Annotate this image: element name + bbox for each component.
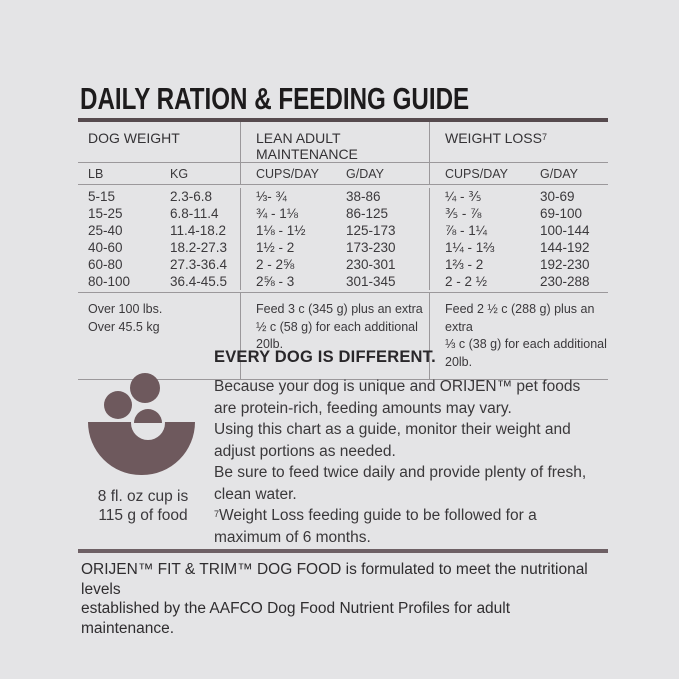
cell-over-kg: Over 45.5 kg xyxy=(88,319,160,334)
table-row: 80-100 36.4-45.5 2⅝ - 3 301-345 2 - 2 ½ 230… xyxy=(78,273,608,290)
feeding-table: DOG WEIGHT LEAN ADULT MAINTENANCE WEIGHT… xyxy=(78,118,608,380)
cell-la-g: 38-86 xyxy=(346,189,381,204)
cell-kg: 27.3-36.4 xyxy=(170,257,228,272)
cup-caption-line-2: 115 g of food xyxy=(98,507,188,524)
cell-lb: 60-80 xyxy=(88,257,123,272)
footnote-marker: 7 xyxy=(541,132,547,142)
column-group-weight-loss: WEIGHT LOSS7 xyxy=(430,122,608,162)
table-row: 60-80 27.3-36.4 2 - 2⅝ 230-301 1⅔ - 2 192-2… xyxy=(78,256,608,273)
table-row: 15-25 6.8-11.4 ¾ - 1⅛ 86-125 ⅗ - ⅞ 69-100 xyxy=(78,205,608,222)
cell-kg: 2.3-6.8 xyxy=(170,189,213,204)
cell-la-cups: 2 - 2⅝ xyxy=(256,257,295,272)
table-group-header-row: DOG WEIGHT LEAN ADULT MAINTENANCE WEIGHT… xyxy=(78,122,608,163)
cell-la-g: 301-345 xyxy=(346,274,396,289)
table-over-100-row: Over 100 lbs. Over 45.5 kg Feed 3 c (345 … xyxy=(78,293,608,380)
cell-lb: 5-15 xyxy=(88,189,116,204)
measuring-cup-icon xyxy=(88,373,195,475)
table-data-rows: 5-15 2.3-6.8 ⅓- ¾ 38-86 ¼ - ⅗ 30-69 15-25 6.… xyxy=(78,185,608,293)
aafco-statement: ORIJEN™ FIT & TRIM™ DOG FOOD is formulat… xyxy=(81,560,605,638)
over-loss-line-2: ⅓ c (38 g) for each additional 20lb. xyxy=(445,337,607,369)
info-line: Using this chart as a guide, monitor the… xyxy=(214,421,571,438)
table-subheader-row: LB KG CUPS/DAY G/DAY CUPS/DAY G/DAY xyxy=(78,163,608,185)
cell-wl-g: 69-100 xyxy=(540,206,583,221)
cell-wl-cups: 1¼ - 1⅔ xyxy=(445,240,495,255)
over-lean-line-1: Feed 3 c (345 g) plus an extra xyxy=(256,302,423,316)
group-label: WEIGHT LOSS xyxy=(445,130,542,146)
kibble-circle-icon xyxy=(104,391,132,419)
cell-lb: 15-25 xyxy=(88,206,123,221)
cell-la-g: 173-230 xyxy=(346,240,396,255)
col-header-la-g: G/DAY xyxy=(346,167,384,181)
info-line: are protein-rich, feeding amounts may va… xyxy=(214,399,512,417)
cell-wl-g: 30-69 xyxy=(540,189,575,204)
info-text-block: EVERY DOG IS DIFFERENT. Because your dog… xyxy=(214,348,614,548)
footnote-line-1: 7Weight Loss feeding guide to be followe… xyxy=(214,507,537,524)
column-group-lean-adult-maintenance: LEAN ADULT MAINTENANCE xyxy=(240,122,430,162)
column-group-dog-weight: DOG WEIGHT xyxy=(78,122,240,162)
cell-la-g: 86-125 xyxy=(346,206,389,221)
table-row: 5-15 2.3-6.8 ⅓- ¾ 38-86 ¼ - ⅗ 30-69 xyxy=(78,188,608,205)
section-divider-rule xyxy=(78,549,608,553)
cell-la-g: 125-173 xyxy=(346,223,396,238)
cell-over-lb: Over 100 lbs. xyxy=(88,302,163,316)
cell-wl-cups: 2 - 2 ½ xyxy=(445,274,488,289)
cell-wl-cups: 1⅔ - 2 xyxy=(445,257,484,272)
cell-wl-cups: ⅞ - 1¼ xyxy=(445,223,488,238)
cup-caption: 8 fl. oz cup is 115 g of food xyxy=(75,487,211,525)
cell-la-cups: ¾ - 1⅛ xyxy=(256,206,299,221)
cell-lb: 40-60 xyxy=(88,240,123,255)
col-header-wl-cups: CUPS/DAY xyxy=(445,167,508,181)
cell-kg: 18.2-27.3 xyxy=(170,240,228,255)
cell-wl-cups: ¼ - ⅗ xyxy=(445,189,482,204)
cell-kg: 11.4-18.2 xyxy=(170,223,227,238)
cell-wl-g: 100-144 xyxy=(540,223,590,238)
info-heading: EVERY DOG IS DIFFERENT. xyxy=(214,348,436,366)
cell-la-cups: 1⅛ - 1½ xyxy=(256,223,306,238)
cell-lb: 80-100 xyxy=(88,274,131,289)
footnote-marker: 7 xyxy=(214,509,220,519)
cell-over-lean: Feed 3 c (345 g) plus an extra ½ c (58 g… xyxy=(240,293,430,379)
cell-over-loss: Feed 2 ½ c (288 g) plus an extra ⅓ c (38… xyxy=(430,293,608,379)
cell-kg: 36.4-45.5 xyxy=(170,274,228,289)
col-header-kg: KG xyxy=(170,167,189,181)
kibble-circle-icon xyxy=(130,373,160,403)
page-title: DAILY RATION & FEEDING GUIDE xyxy=(80,81,470,116)
info-line: clean water. xyxy=(214,485,297,503)
table-row: 40-60 18.2-27.3 1½ - 2 173-230 1¼ - 1⅔ 144-… xyxy=(78,239,608,256)
footnote-line-2: maximum of 6 months. xyxy=(214,528,371,546)
cell-kg: 6.8-11.4 xyxy=(170,206,219,221)
cell-la-cups: 1½ - 2 xyxy=(256,240,295,255)
cell-wl-g: 144-192 xyxy=(540,240,590,255)
over-loss-line-1: Feed 2 ½ c (288 g) plus an extra xyxy=(445,302,595,334)
group-label: LEAN ADULT MAINTENANCE xyxy=(256,130,358,162)
col-header-wl-g: G/DAY xyxy=(540,167,578,181)
group-label: DOG WEIGHT xyxy=(88,130,180,146)
info-line: adjust portions as needed. xyxy=(214,442,396,460)
info-line: Because your dog is unique and ORIJEN™ p… xyxy=(214,378,581,395)
info-line: Be sure to feed twice daily and provide … xyxy=(214,464,587,481)
aafco-line-2: established by the AAFCO Dog Food Nutrie… xyxy=(81,600,511,637)
over-lean-line-2: ½ c (58 g) for each additional 20lb. xyxy=(256,319,418,352)
kibble-circle-icon xyxy=(134,409,162,423)
cell-la-cups: 2⅝ - 3 xyxy=(256,274,295,289)
cell-wl-g: 230-288 xyxy=(540,274,590,289)
cup-caption-line-1: 8 fl. oz cup is xyxy=(97,488,189,505)
cell-la-cups: ⅓- ¾ xyxy=(256,189,287,204)
aafco-line-1: ORIJEN™ FIT & TRIM™ DOG FOOD is formulat… xyxy=(81,561,588,598)
cell-la-g: 230-301 xyxy=(346,257,396,272)
cell-wl-cups: ⅗ - ⅞ xyxy=(445,206,482,221)
col-header-la-cups: CUPS/DAY xyxy=(256,167,319,181)
cell-wl-g: 192-230 xyxy=(540,257,590,272)
cell-lb: 25-40 xyxy=(88,223,123,238)
table-row: 25-40 11.4-18.2 1⅛ - 1½ 125-173 ⅞ - 1¼ 100-… xyxy=(78,222,608,239)
col-header-lb: LB xyxy=(88,167,104,181)
